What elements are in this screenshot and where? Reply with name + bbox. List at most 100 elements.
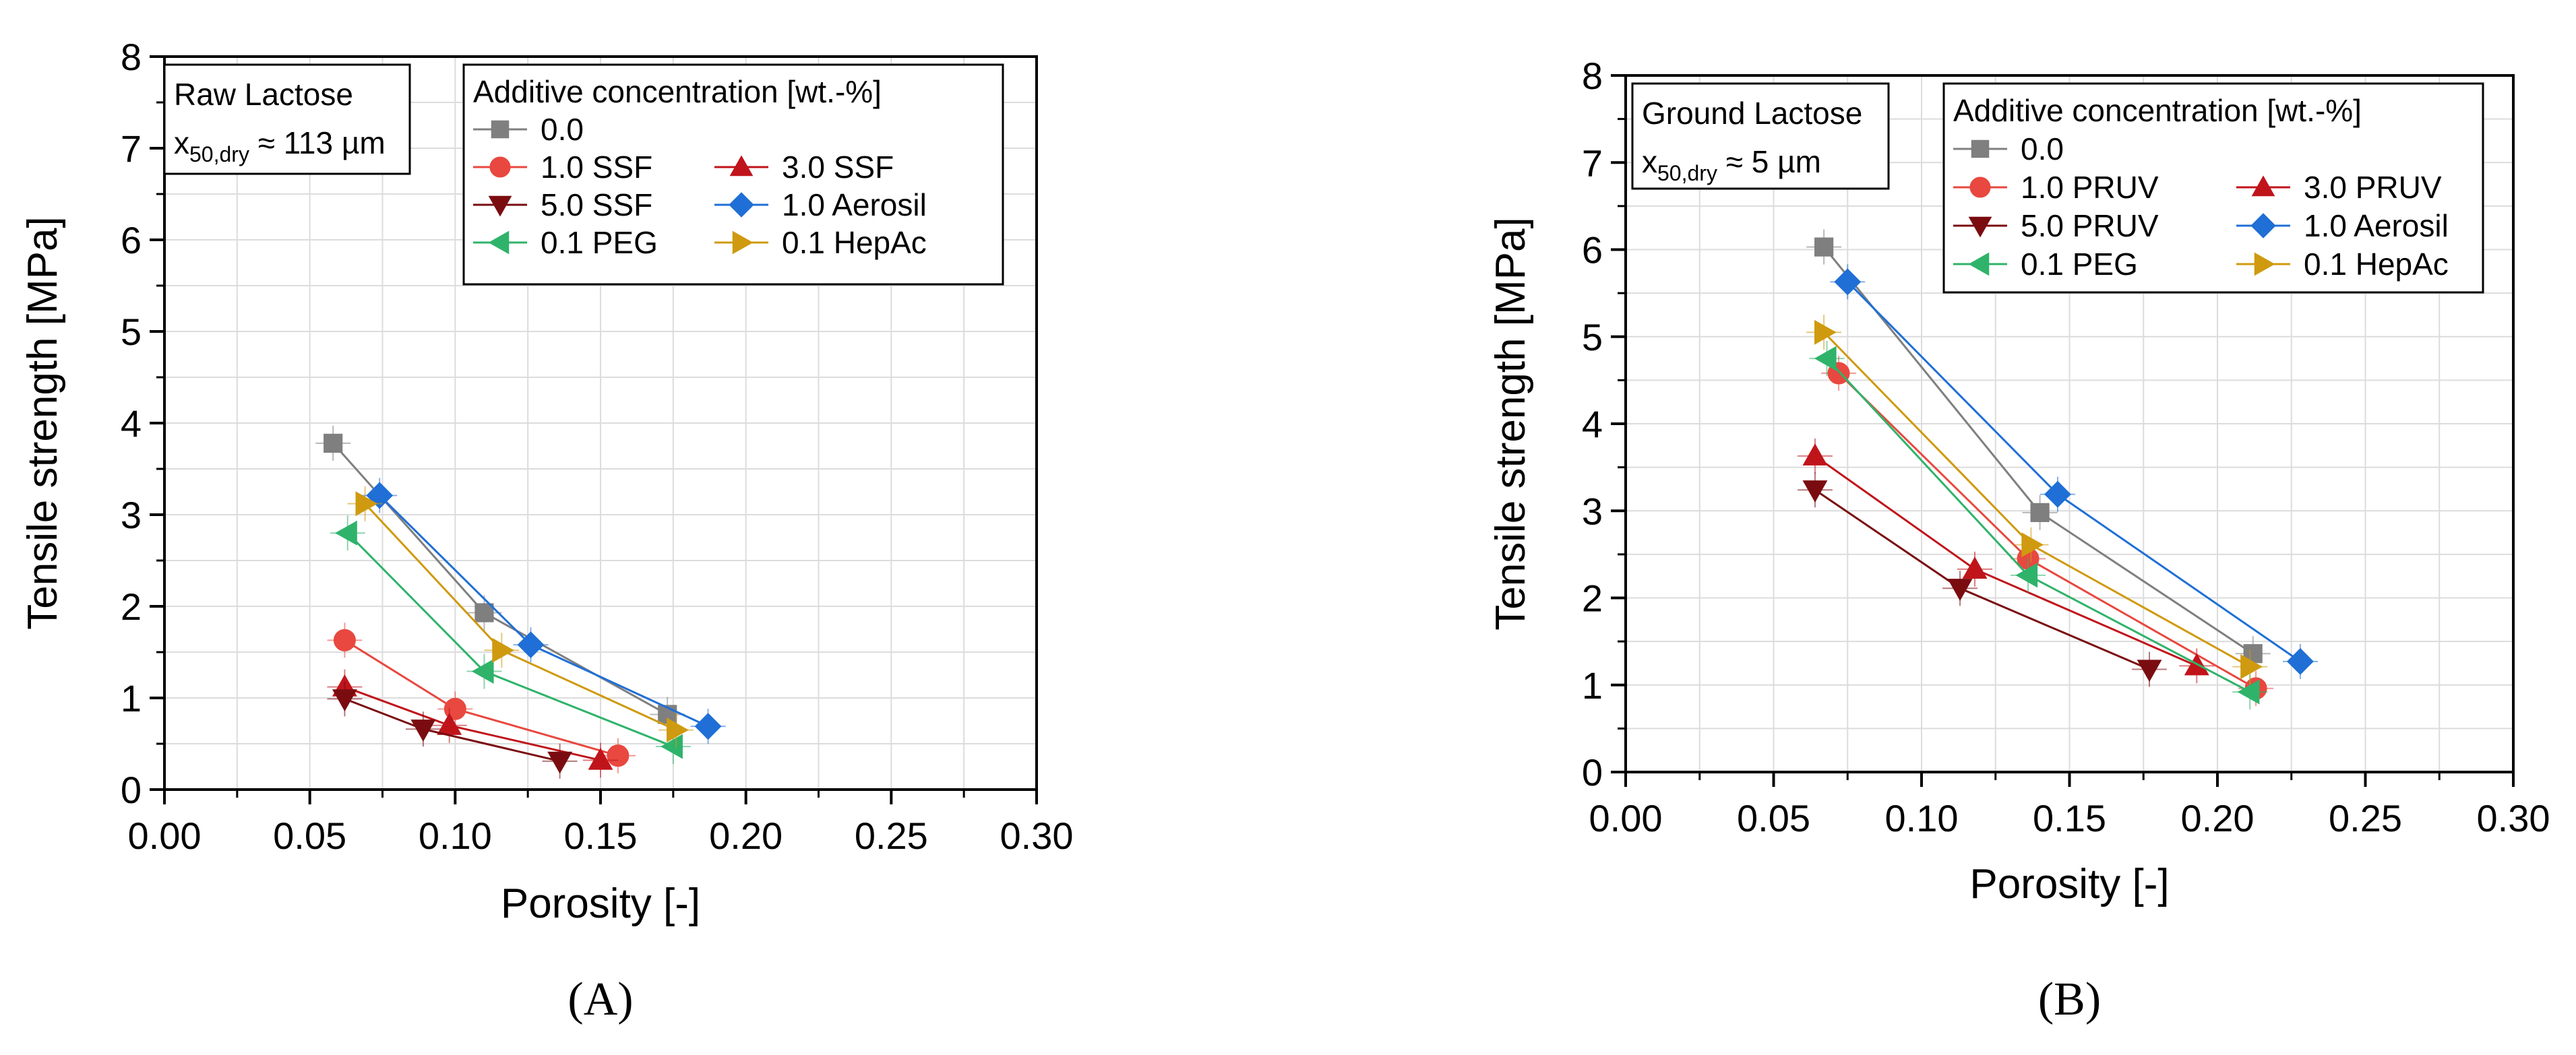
x-tick-label: 0.30	[1000, 814, 1074, 857]
series-0-1-hepac-line	[364, 503, 677, 731]
legend-marker	[489, 156, 511, 178]
series-0-0	[315, 425, 685, 732]
series-0-1-hepac-line	[1823, 331, 2251, 668]
data-point	[492, 637, 514, 663]
data-point	[324, 433, 343, 453]
info-x-value: ≈ 5 µm	[1717, 144, 1821, 179]
x-axis-title: Porosity [-]	[1969, 861, 2169, 907]
data-point	[1947, 579, 1973, 601]
legend-label: 5.0 PRUV	[2021, 208, 2159, 243]
legend-marker	[2251, 175, 2275, 197]
y-tick-label: 0	[121, 769, 142, 811]
info-x-subscript: 50,dry	[189, 142, 249, 166]
info-box-title: Ground Lactose	[1642, 96, 1862, 131]
y-tick-label: 7	[1582, 141, 1603, 184]
x-tick-label: 0.15	[2033, 797, 2106, 839]
legend-entry: 5.0 PRUV	[1953, 208, 2159, 243]
data-point	[2030, 503, 2050, 522]
panel-label: (B)	[2038, 973, 2101, 1025]
info-box-particle-size: x50,dry ≈ 113 µm	[174, 125, 386, 166]
y-axis-title: Tensile strength [MPa]	[20, 216, 66, 629]
panel-b: 0.00 0.05 0.10 0.15 0.20 0.25 0.30 0 1 2 3 4 5 6 7 8 Por…	[1488, 55, 2550, 1025]
info-box-frame	[163, 63, 411, 175]
data-point	[1814, 237, 1834, 257]
series-1-0-aerosil	[362, 478, 726, 744]
legend-entry: 0.1 PEG	[473, 225, 658, 260]
data-point	[333, 629, 356, 651]
x-tick-label: 0.20	[2181, 797, 2255, 839]
legend-title: Additive concentration [wt.-%]	[1953, 93, 2362, 128]
legend-entry: 5.0 SSF	[473, 187, 652, 222]
x-tick-label: 0.00	[1589, 797, 1663, 839]
legend-entry: 1.0 Aerosil	[714, 187, 927, 222]
legend-label: 3.0 PRUV	[2304, 170, 2442, 205]
legend-marker	[1968, 216, 1992, 238]
data-point	[694, 713, 722, 740]
info-x-subscript: 50,dry	[1657, 161, 1717, 185]
data-point	[517, 631, 545, 659]
y-tick-label: 4	[1582, 403, 1603, 445]
data-point	[474, 603, 494, 622]
x-tick-label: 0.10	[419, 814, 492, 857]
series-5-0-ssf	[327, 681, 578, 779]
y-tick-label: 0	[1582, 751, 1603, 794]
series-1-0-pruv	[1821, 356, 2274, 706]
panel-a-info-box: Raw Lactose x50,dry ≈ 113 µm	[163, 63, 411, 175]
x-tick-label: 0.05	[273, 814, 346, 857]
panel-a-legend: Additive concentration [wt.-%]0.01.0 SSF…	[462, 63, 1004, 286]
legend-label: 0.1 HepAc	[782, 225, 927, 260]
info-x-symbol: x	[174, 125, 189, 160]
legend-marker	[1969, 177, 1991, 198]
info-x-value: ≈ 113 µm	[249, 125, 386, 160]
info-x-symbol: x	[1642, 144, 1657, 179]
info-box-title: Raw Lactose	[174, 77, 353, 112]
series-0-1-peg-line	[346, 532, 674, 748]
series-0-0-line	[332, 442, 668, 715]
data-point	[547, 751, 573, 774]
legend-label: 0.0	[541, 112, 584, 147]
legend-label: 1.0 SSF	[541, 150, 652, 185]
panel-b-info-box: Ground Lactose x50,dry ≈ 5 µm	[1631, 82, 1890, 190]
legend-label: 1.0 PRUV	[2021, 170, 2159, 205]
legend-entry: 0.0	[1953, 131, 2064, 166]
legend-label: 1.0 Aerosil	[782, 187, 927, 222]
data-point	[607, 744, 630, 767]
data-point	[355, 491, 378, 517]
series-0-0	[1806, 229, 2271, 672]
series-1-0-aerosil	[1830, 264, 2318, 679]
legend-label: 0.1 PEG	[2021, 247, 2138, 282]
data-point	[1814, 319, 1837, 345]
legend-marker	[491, 120, 510, 139]
legend-entry: 0.0	[473, 112, 584, 147]
data-point	[2137, 660, 2162, 682]
data-point	[1814, 346, 1837, 371]
legend-frame	[1942, 82, 2484, 294]
legend-label: 5.0 SSF	[541, 187, 652, 222]
legend-marker	[729, 192, 754, 218]
legend-label: 3.0 SSF	[782, 150, 894, 185]
x-tick-label: 0.00	[128, 814, 202, 857]
series-5-0-pruv-line	[1814, 488, 2150, 670]
x-tick-label: 0.30	[2477, 797, 2550, 839]
legend-entry: 3.0 PRUV	[2236, 170, 2442, 205]
data-point	[1802, 443, 1828, 466]
series-0-0-line	[1822, 246, 2254, 655]
y-tick-label: 1	[1582, 664, 1603, 707]
data-point	[661, 734, 683, 759]
data-point	[2021, 532, 2044, 558]
data-point	[2237, 679, 2260, 705]
y-tick-label: 3	[121, 494, 142, 536]
x-tick-label: 0.10	[1885, 797, 1959, 839]
legend-marker	[729, 155, 754, 177]
data-point	[1962, 556, 1988, 579]
legend-entry: 1.0 SSF	[473, 150, 652, 185]
series-3-0-pruv	[1797, 438, 2215, 684]
series-0-1-peg	[330, 515, 691, 765]
legend-marker	[488, 195, 512, 217]
series-5-0-pruv	[1797, 472, 2168, 687]
data-point	[2015, 563, 2038, 588]
series-0-1-hepac	[347, 486, 694, 748]
legend-marker	[2254, 252, 2275, 276]
x-tick-label: 0.05	[1737, 797, 1810, 839]
